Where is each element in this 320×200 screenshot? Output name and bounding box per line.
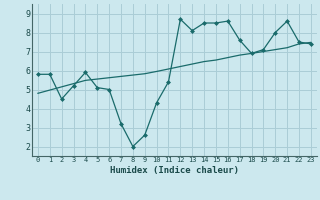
X-axis label: Humidex (Indice chaleur): Humidex (Indice chaleur): [110, 166, 239, 175]
